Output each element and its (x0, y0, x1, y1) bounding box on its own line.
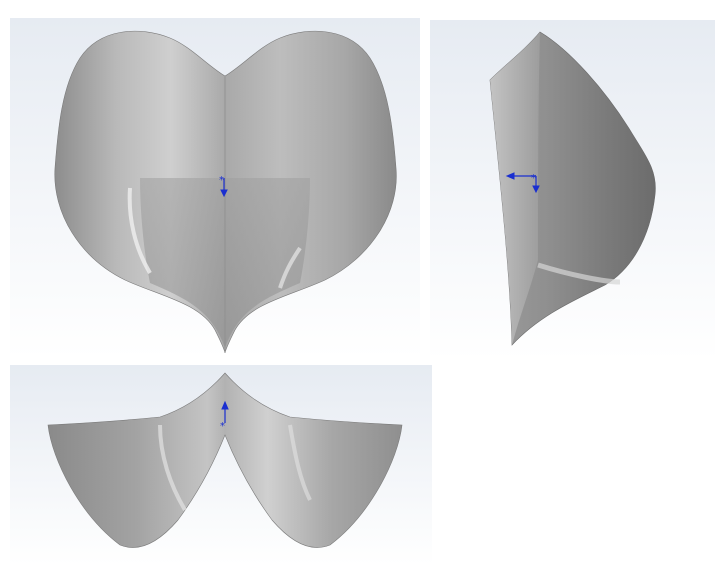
origin-triad-icon: * (219, 175, 228, 198)
side-view-svg: * (430, 20, 715, 360)
front-right-highlight (278, 246, 302, 289)
svg-text:*: * (220, 421, 225, 432)
top-left-highlight (158, 424, 187, 512)
front-view-viewport[interactable]: * (10, 18, 420, 358)
origin-triad-icon: * (220, 400, 229, 432)
top-view-svg: * (10, 365, 432, 565)
top-right-highlight (288, 424, 312, 501)
front-view-svg: * (10, 18, 420, 358)
top-view-viewport[interactable]: * (10, 365, 432, 565)
side-lower-highlight (537, 262, 621, 285)
svg-text:*: * (531, 173, 536, 184)
origin-triad-icon: * (505, 172, 540, 194)
svg-text:*: * (219, 175, 224, 186)
side-front-strip (490, 32, 540, 345)
front-left-highlight (127, 187, 152, 275)
top-shell-surface (47, 372, 403, 548)
side-view-viewport[interactable]: * (430, 20, 715, 360)
